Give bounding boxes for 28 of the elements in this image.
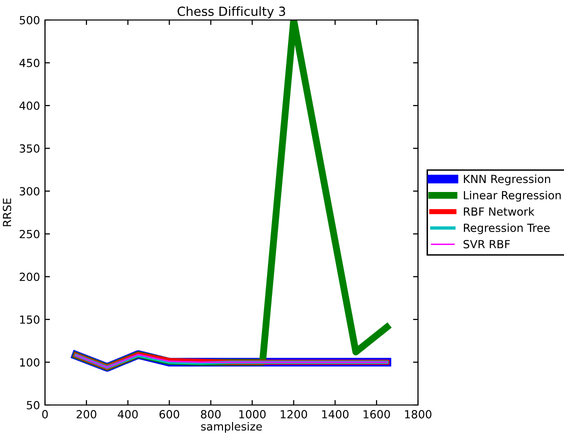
x-tick-label: 600 [160,410,180,418]
legend-label: Linear Regression [464,190,561,202]
x-tick-label: 1400 [322,410,349,418]
y-tick-label: 350 [20,144,40,153]
y-tick-label: 100 [20,358,40,367]
x-tick-label: 400 [118,410,138,418]
y-axis-title: RRSE [2,198,12,226]
y-tick-label: 200 [20,272,40,282]
x-tick-label: 1800 [405,410,432,418]
x-tick-label: 0 [42,410,48,418]
y-tick-label: 500 [20,16,40,24]
legend-label: SVR RBF [464,240,510,248]
y-tick-label: 300 [20,187,40,196]
x-axis-title: samplesize [201,422,262,433]
legend-label: RBF Network [464,207,534,216]
x-tick-label: 200 [76,410,96,418]
y-tick-label: 450 [19,58,40,68]
y-tick-label: 250 [20,230,40,238]
y-tick-label: 400 [19,102,40,110]
y-tick-label: 150 [20,315,40,324]
legend-label: KNN Regression [464,174,550,186]
x-tick-label: 1600 [364,410,390,418]
x-tick-label: 1000 [239,410,266,418]
chart-title: Chess Difficulty 3 [178,6,286,18]
x-tick-label: 1200 [280,410,308,418]
x-tick-label: 800 [200,410,221,418]
y-tick-label: 50 [26,400,40,410]
legend-label: Regression Tree [464,223,550,234]
